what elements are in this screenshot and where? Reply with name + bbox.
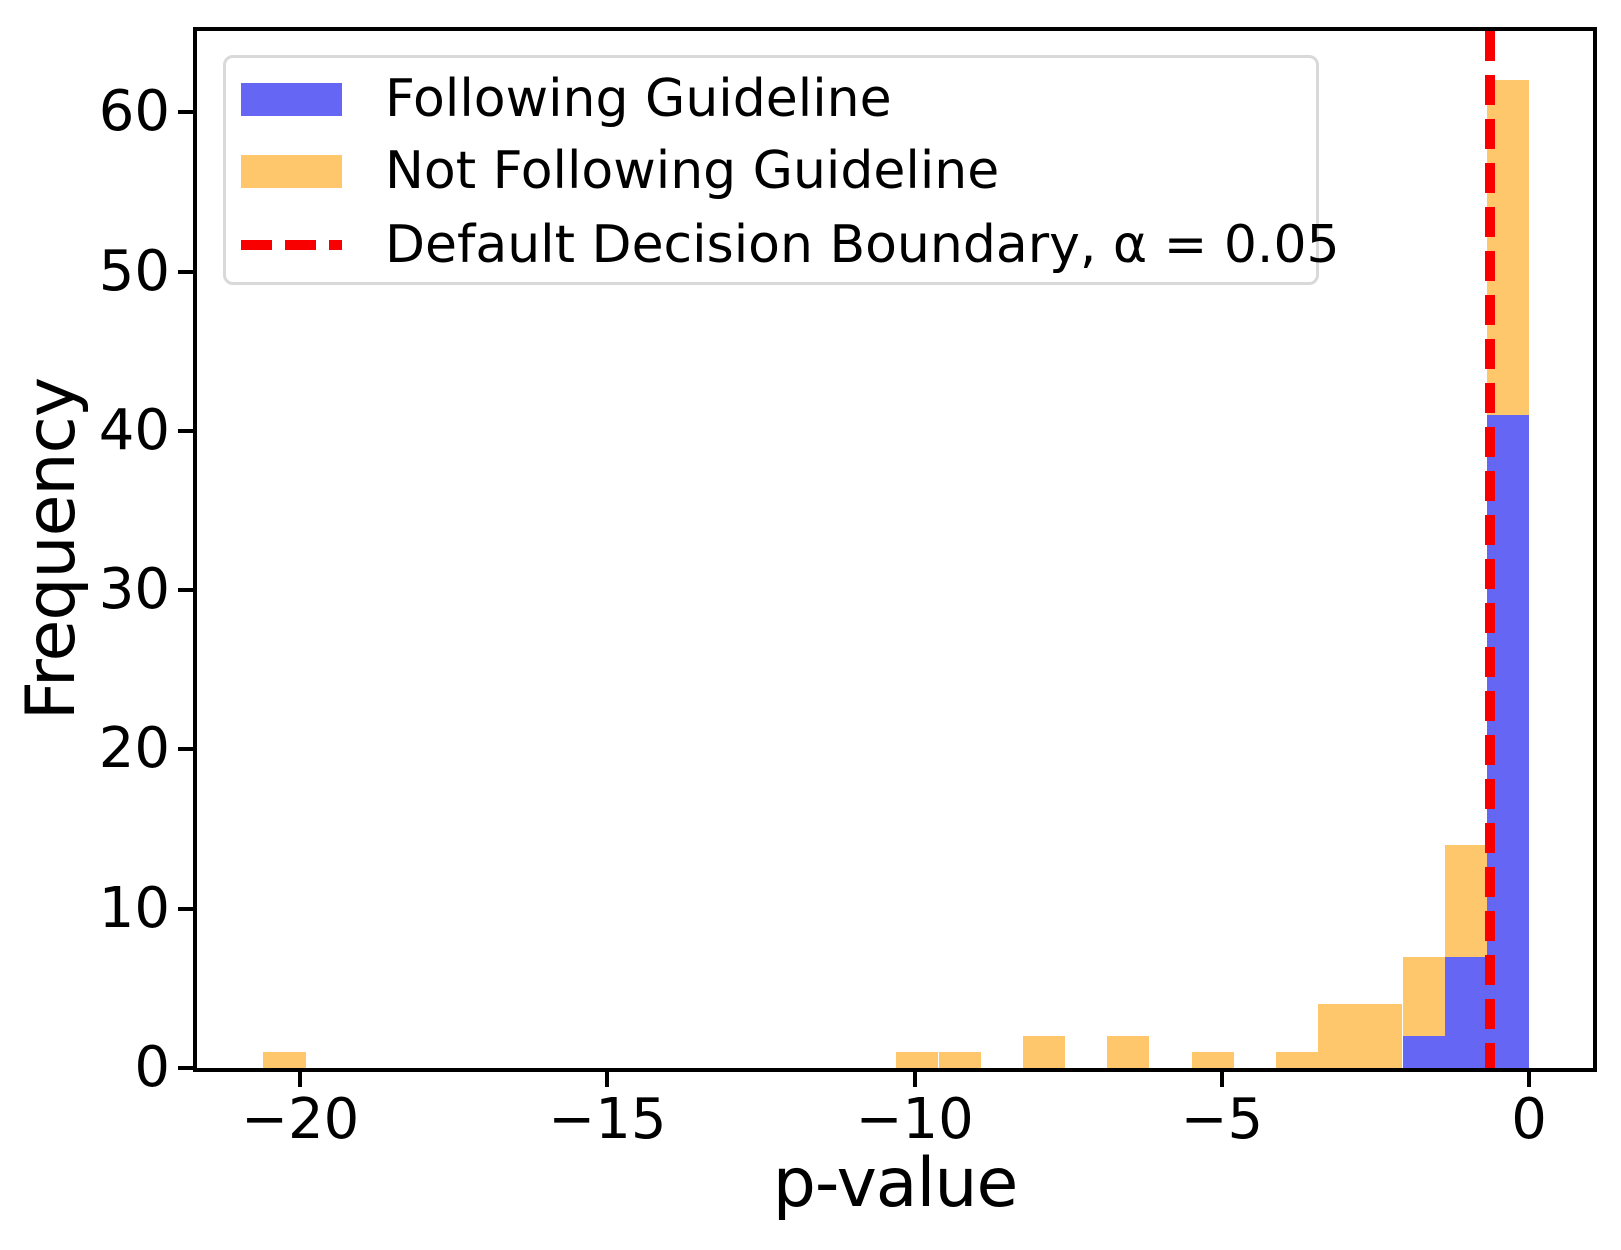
y-tick-label: 20 xyxy=(98,716,170,782)
x-axis-label: p-value xyxy=(772,1144,1019,1223)
x-tick-label: −15 xyxy=(548,1087,667,1152)
y-tick-label: 60 xyxy=(98,79,170,145)
y-axis-tick xyxy=(178,906,193,911)
x-tick-label: −5 xyxy=(1180,1087,1264,1152)
histogram-bar xyxy=(1402,1036,1445,1068)
histogram-bar xyxy=(938,1052,981,1068)
x-tick-label: −20 xyxy=(241,1087,360,1152)
legend-entry-boundary: Default Decision Boundary, α = 0.05 xyxy=(226,214,1340,276)
histogram-bar xyxy=(1022,1036,1065,1068)
plot-frame xyxy=(193,27,1597,1072)
y-tick-label: 0 xyxy=(134,1035,170,1100)
x-axis-tick xyxy=(1527,1072,1532,1087)
histogram-bar xyxy=(1318,1004,1361,1068)
histogram-bar xyxy=(896,1052,939,1068)
x-axis-tick xyxy=(1219,1072,1224,1087)
histogram-bar xyxy=(1191,1052,1234,1068)
histogram-bar xyxy=(1444,956,1488,1068)
legend-entry-following: Following Guideline xyxy=(226,68,1316,130)
x-axis-tick xyxy=(605,1072,610,1087)
y-axis-tick xyxy=(178,1066,193,1070)
y-axis-tick xyxy=(178,747,193,752)
legend-box: Following Guideline Not Following Guidel… xyxy=(223,55,1340,285)
legend-swatch-not-following xyxy=(241,154,342,188)
legend-dashed-line-icon xyxy=(241,240,342,250)
y-axis-tick xyxy=(178,110,193,115)
legend-entry-label: Following Guideline xyxy=(385,69,892,129)
legend-entry-label: Not Following Guideline xyxy=(385,141,1000,201)
x-axis-tick xyxy=(298,1072,303,1087)
y-tick-label: 50 xyxy=(98,238,170,304)
histogram-bar xyxy=(263,1052,306,1068)
y-axis-label: Frequency xyxy=(12,377,91,721)
x-tick-label: 0 xyxy=(1511,1087,1547,1152)
y-tick-label: 30 xyxy=(98,557,170,623)
y-axis-tick xyxy=(178,428,193,433)
y-axis-tick xyxy=(178,269,193,274)
histogram-bar xyxy=(1107,1036,1150,1068)
histogram-bar xyxy=(1360,1004,1403,1068)
decision-boundary-line xyxy=(1484,31,1495,1068)
histogram-bar xyxy=(1276,1052,1319,1068)
x-tick-label: −10 xyxy=(855,1087,974,1152)
y-tick-label: 10 xyxy=(98,875,170,941)
legend-swatch-following xyxy=(241,82,342,116)
legend-entry-label: Default Decision Boundary, α = 0.05 xyxy=(385,215,1340,275)
x-axis-tick xyxy=(912,1072,917,1087)
y-axis-tick xyxy=(178,588,193,593)
y-tick-label: 40 xyxy=(98,397,170,463)
legend-entry-not-following: Not Following Guideline xyxy=(226,140,1316,202)
